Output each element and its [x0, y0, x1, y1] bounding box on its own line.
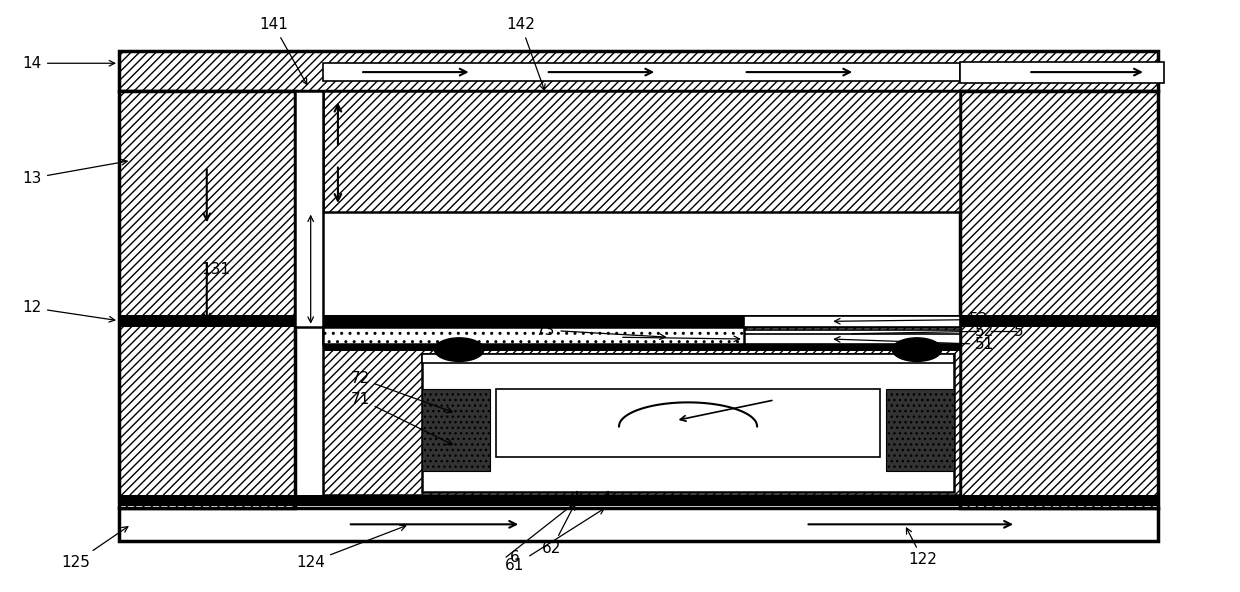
Text: 73: 73 [536, 323, 666, 339]
Bar [744, 316, 960, 327]
Text: 124: 124 [296, 525, 405, 570]
Bar [119, 494, 1158, 506]
Bar [295, 91, 324, 327]
Bar [119, 91, 295, 508]
Text: 142: 142 [507, 17, 546, 90]
Bar [887, 389, 954, 471]
Text: 5: 5 [1013, 324, 1023, 339]
Text: 72: 72 [351, 371, 453, 413]
Text: 13: 13 [22, 159, 128, 186]
Bar [744, 334, 960, 345]
Bar [422, 355, 954, 363]
Bar [496, 389, 880, 457]
Bar [324, 327, 744, 345]
Circle shape [434, 338, 484, 361]
Bar [422, 355, 954, 491]
Bar [960, 62, 1164, 83]
Bar [119, 52, 1158, 91]
Text: 62: 62 [542, 504, 575, 556]
Bar [960, 91, 1158, 508]
Text: 141: 141 [259, 17, 306, 85]
Text: 71: 71 [351, 392, 453, 445]
Bar [422, 389, 490, 471]
Bar [119, 315, 1158, 327]
Text: 6: 6 [510, 549, 520, 565]
Bar [324, 63, 960, 81]
Text: 61: 61 [505, 509, 604, 573]
Text: 52: 52 [976, 324, 994, 339]
Bar [324, 327, 960, 494]
Circle shape [893, 338, 941, 361]
Text: 53: 53 [835, 312, 988, 327]
Text: 122: 122 [906, 528, 937, 568]
Text: 125: 125 [61, 527, 128, 570]
Bar [119, 508, 1158, 540]
Bar [324, 345, 960, 352]
Bar [744, 330, 960, 337]
Bar [324, 91, 960, 212]
Text: 131: 131 [201, 262, 231, 276]
Text: 14: 14 [22, 56, 115, 71]
Text: 12: 12 [22, 300, 115, 322]
Text: 51: 51 [835, 337, 994, 352]
